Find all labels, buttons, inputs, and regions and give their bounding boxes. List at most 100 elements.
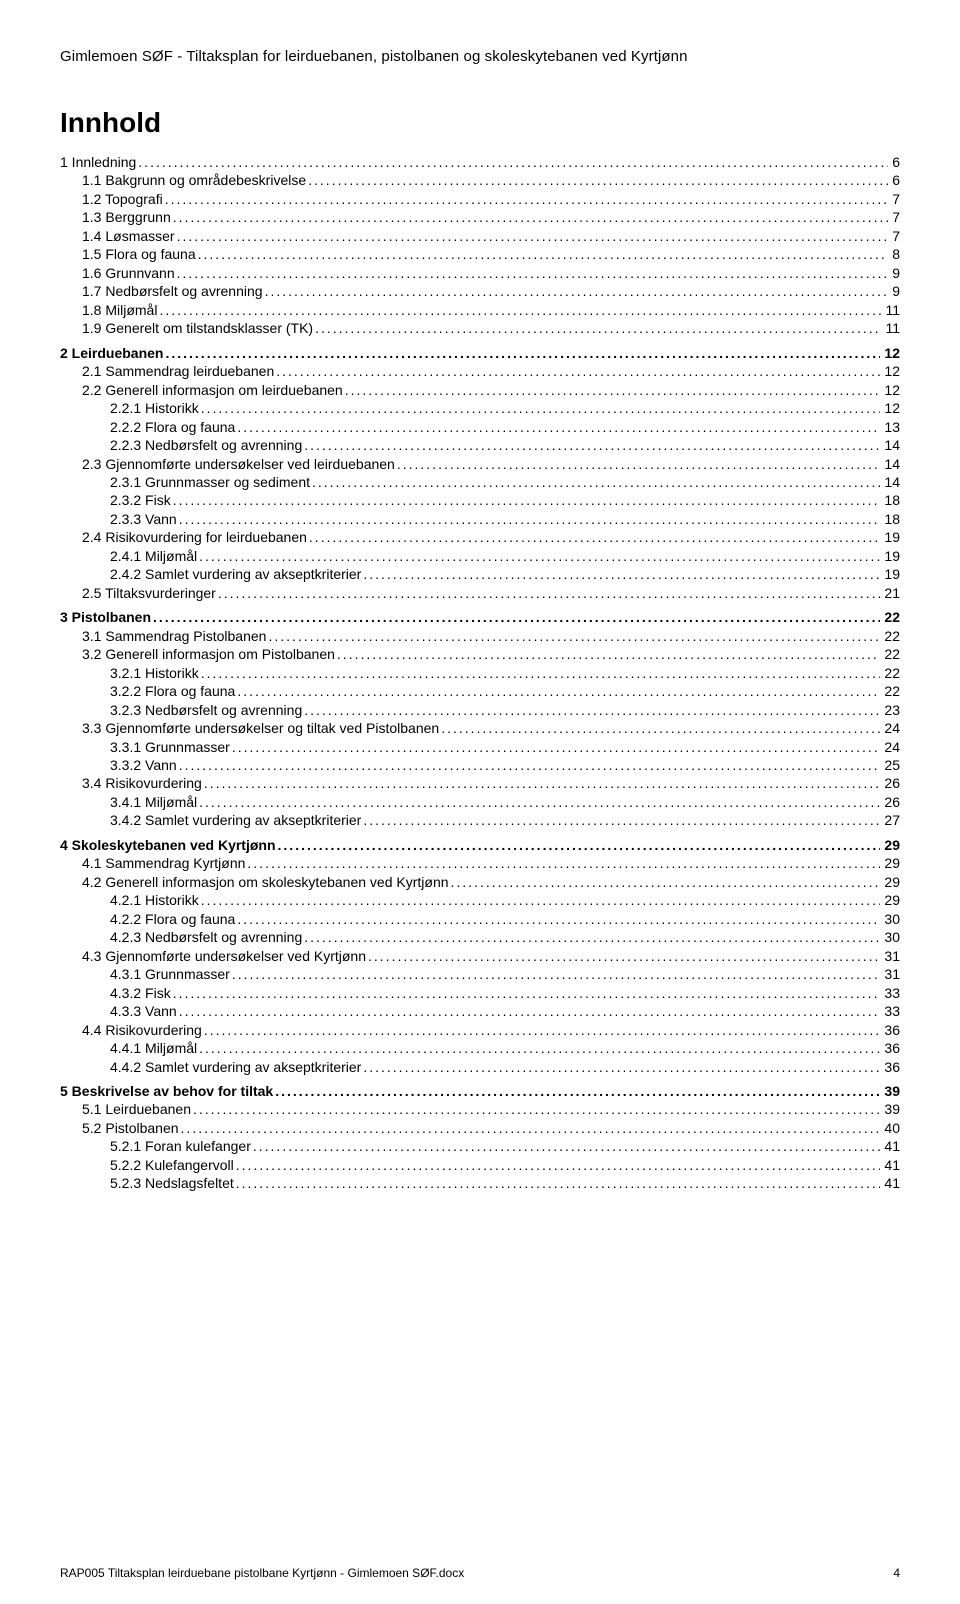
toc-entry-leader xyxy=(309,528,881,546)
toc-entry[interactable]: 3.3 Gjennomførte undersøkelser og tiltak… xyxy=(60,719,900,737)
toc-entry[interactable]: 2.3 Gjennomførte undersøkelser ved leird… xyxy=(60,455,900,473)
toc-entry-label: 3.2 Generell informasjon om Pistolbanen xyxy=(82,645,337,663)
toc-entry[interactable]: 5.2.2 Kulefangervoll41 xyxy=(60,1156,900,1174)
toc-entry-page: 31 xyxy=(880,947,900,965)
toc-entry[interactable]: 3.2 Generell informasjon om Pistolbanen2… xyxy=(60,645,900,663)
toc-entry-label: 4.4.2 Samlet vurdering av akseptkriterie… xyxy=(110,1058,363,1076)
toc-entry[interactable]: 3.4.2 Samlet vurdering av akseptkriterie… xyxy=(60,811,900,829)
toc-entry[interactable]: 5 Beskrivelse av behov for tiltak39 xyxy=(60,1082,900,1100)
toc-entry-leader xyxy=(345,381,881,399)
toc-entry[interactable]: 2.1 Sammendrag leirduebanen12 xyxy=(60,362,900,380)
toc-entry-leader xyxy=(237,682,880,700)
toc-entry[interactable]: 3.2.1 Historikk22 xyxy=(60,664,900,682)
toc-entry-page: 19 xyxy=(880,565,900,583)
toc-entry-leader xyxy=(201,399,881,417)
toc-entry[interactable]: 1.1 Bakgrunn og områdebeskrivelse6 xyxy=(60,171,900,189)
toc-entry-label: 4.2 Generell informasjon om skoleskyteba… xyxy=(82,873,451,891)
toc-entry[interactable]: 5.2.3 Nedslagsfeltet 41 xyxy=(60,1174,900,1192)
toc-entry-label: 5.2.3 Nedslagsfeltet xyxy=(110,1174,236,1192)
toc-entry[interactable]: 2.2 Generell informasjon om leirduebanen… xyxy=(60,381,900,399)
toc-entry[interactable]: 1.8 Miljømål11 xyxy=(60,301,900,319)
toc-entry[interactable]: 4.1 Sammendrag Kyrtjønn 29 xyxy=(60,854,900,872)
toc-entry-page: 12 xyxy=(880,362,900,380)
toc-entry-label: 1.7 Nedbørsfelt og avrenning xyxy=(82,282,265,300)
toc-entry[interactable]: 4 Skoleskytebanen ved Kyrtjønn29 xyxy=(60,836,900,854)
toc-entry-label: 3.4 Risikovurdering xyxy=(82,774,204,792)
toc-entry[interactable]: 2.4 Risikovurdering for leirduebanen19 xyxy=(60,528,900,546)
toc-entry-label: 3.3 Gjennomførte undersøkelser og tiltak… xyxy=(82,719,441,737)
toc-entry[interactable]: 4.4.2 Samlet vurdering av akseptkriterie… xyxy=(60,1058,900,1076)
toc-entry-page: 6 xyxy=(888,171,900,189)
toc-entry[interactable]: 5.2 Pistolbanen40 xyxy=(60,1119,900,1137)
toc-entry[interactable]: 4.4 Risikovurdering36 xyxy=(60,1021,900,1039)
footer-page-number: 4 xyxy=(893,1566,900,1580)
toc-entry[interactable]: 2.3.2 Fisk 18 xyxy=(60,491,900,509)
toc-entry[interactable]: 2.4.1 Miljømål19 xyxy=(60,547,900,565)
toc-entry-leader xyxy=(363,565,880,583)
toc-entry[interactable]: 4.2 Generell informasjon om skoleskyteba… xyxy=(60,873,900,891)
toc-entry-label: 3.4.1 Miljømål xyxy=(110,793,199,811)
toc-entry[interactable]: 4.2.3 Nedbørsfelt og avrenning30 xyxy=(60,928,900,946)
toc-entry[interactable]: 1.4 Løsmasser7 xyxy=(60,227,900,245)
toc-entry[interactable]: 1.6 Grunnvann9 xyxy=(60,264,900,282)
toc-entry[interactable]: 4.3.1 Grunnmasser31 xyxy=(60,965,900,983)
toc-entry-page: 13 xyxy=(880,418,900,436)
toc-entry-leader xyxy=(253,1137,881,1155)
toc-entry[interactable]: 2.2.1 Historikk12 xyxy=(60,399,900,417)
toc-entry[interactable]: 2.5 Tiltaksvurderinger21 xyxy=(60,584,900,602)
toc-entry-page: 41 xyxy=(880,1174,900,1192)
toc-entry[interactable]: 4.3.2 Fisk33 xyxy=(60,984,900,1002)
toc-entry[interactable]: 1.7 Nedbørsfelt og avrenning9 xyxy=(60,282,900,300)
toc-entry[interactable]: 3 Pistolbanen22 xyxy=(60,608,900,626)
toc-entry-page: 11 xyxy=(881,319,900,337)
toc-entry-label: 1 Innledning xyxy=(60,153,138,171)
toc-entry-leader xyxy=(199,547,880,565)
toc-entry-leader xyxy=(337,645,881,663)
toc-entry[interactable]: 3.2.3 Nedbørsfelt og avrenning23 xyxy=(60,701,900,719)
toc-entry-page: 36 xyxy=(880,1039,900,1057)
toc-entry-page: 29 xyxy=(880,854,900,872)
toc-entry-label: 2.3.2 Fisk xyxy=(110,491,173,509)
toc-entry[interactable]: 1.5 Flora og fauna8 xyxy=(60,245,900,263)
toc-entry[interactable]: 5.1 Leirduebanen39 xyxy=(60,1100,900,1118)
toc-entry-label: 1.8 Miljømål xyxy=(82,301,159,319)
toc-entry-leader xyxy=(368,947,880,965)
toc-entry[interactable]: 2.2.2 Flora og fauna13 xyxy=(60,418,900,436)
toc-entry[interactable]: 1 Innledning 6 xyxy=(60,153,900,171)
toc-entry[interactable]: 2.3.3 Vann18 xyxy=(60,510,900,528)
toc-entry[interactable]: 5.2.1 Foran kulefanger41 xyxy=(60,1137,900,1155)
toc-entry-label: 4.4 Risikovurdering xyxy=(82,1021,204,1039)
toc-entry-leader xyxy=(138,153,888,171)
toc-entry-label: 4.1 Sammendrag Kyrtjønn xyxy=(82,854,247,872)
toc-entry-leader xyxy=(276,362,880,380)
toc-entry-page: 27 xyxy=(880,811,900,829)
toc-entry-page: 21 xyxy=(880,584,900,602)
toc-entry[interactable]: 3.4.1 Miljømål26 xyxy=(60,793,900,811)
running-header: Gimlemoen SØF - Tiltaksplan for leirdueb… xyxy=(60,48,900,65)
toc-entry-page: 18 xyxy=(880,491,900,509)
toc-entry[interactable]: 2.2.3 Nedbørsfelt og avrenning14 xyxy=(60,436,900,454)
toc-entry[interactable]: 4.2.2 Flora og fauna30 xyxy=(60,910,900,928)
toc-entry[interactable]: 4.4.1 Miljømål36 xyxy=(60,1039,900,1057)
toc-entry[interactable]: 2.4.2 Samlet vurdering av akseptkriterie… xyxy=(60,565,900,583)
toc-entry[interactable]: 4.2.1 Historikk29 xyxy=(60,891,900,909)
toc-entry[interactable]: 4.3 Gjennomførte undersøkelser ved Kyrtj… xyxy=(60,947,900,965)
toc-entry[interactable]: 3.1 Sammendrag Pistolbanen22 xyxy=(60,627,900,645)
toc-entry[interactable]: 4.3.3 Vann33 xyxy=(60,1002,900,1020)
toc-entry[interactable]: 1.3 Berggrunn7 xyxy=(60,208,900,226)
toc-entry-leader xyxy=(177,227,889,245)
toc-entry[interactable]: 3.3.1 Grunnmasser24 xyxy=(60,738,900,756)
toc-entry[interactable]: 1.2 Topografi7 xyxy=(60,190,900,208)
toc-entry-leader xyxy=(201,891,881,909)
toc-entry[interactable]: 3.4 Risikovurdering26 xyxy=(60,774,900,792)
toc-entry-leader xyxy=(218,584,881,602)
toc-entry[interactable]: 2.3.1 Grunnmasser og sediment14 xyxy=(60,473,900,491)
toc-entry[interactable]: 3.2.2 Flora og fauna22 xyxy=(60,682,900,700)
toc-entry-page: 6 xyxy=(888,153,900,171)
toc-entry-label: 5.1 Leirduebanen xyxy=(82,1100,193,1118)
toc-entry[interactable]: 1.9 Generelt om tilstandsklasser (TK)11 xyxy=(60,319,900,337)
toc-entry[interactable]: 2 Leirduebanen12 xyxy=(60,344,900,362)
toc-entry-label: 2.3.1 Grunnmasser og sediment xyxy=(110,473,312,491)
toc-entry-label: 4.3.1 Grunnmasser xyxy=(110,965,232,983)
toc-entry[interactable]: 3.3.2 Vann25 xyxy=(60,756,900,774)
